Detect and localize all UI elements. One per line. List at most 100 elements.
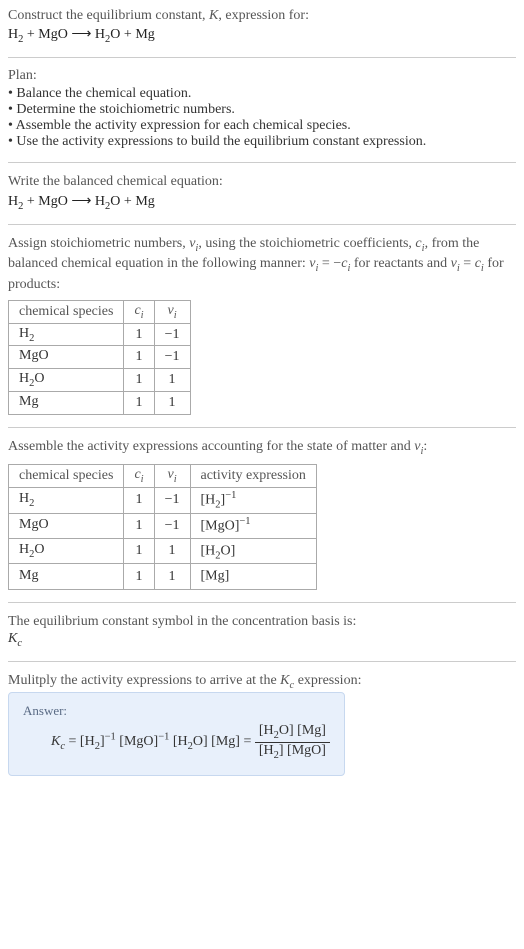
stoich-table: chemical species ci νi H2 1 −1 MgO 1 −1 …	[8, 300, 191, 415]
k-symbol: K	[209, 8, 218, 23]
th-v-i: i	[174, 474, 177, 485]
table-row: MgO 1 −1	[9, 346, 191, 369]
ans-eq2: =	[240, 734, 255, 749]
table-row: Mg 1 1	[9, 392, 191, 415]
a-pre: Assign stoichiometric numbers,	[8, 236, 189, 251]
cell-species: MgO	[9, 346, 124, 369]
th-c-i: i	[141, 474, 144, 485]
answer-label: Answer:	[23, 703, 330, 719]
symbol-section: The equilibrium constant symbol in the c…	[8, 613, 516, 662]
act-sup: −1	[239, 516, 250, 527]
a-mid1: , using the stoichiometric coefficients,	[198, 236, 415, 251]
title-section: Construct the equilibrium constant, K, e…	[8, 8, 516, 58]
m-post: expression:	[294, 673, 361, 688]
sp-a: H	[19, 326, 29, 341]
cell-c: 1	[124, 538, 154, 563]
eq-plus1: +	[23, 27, 38, 42]
act-a: [H	[201, 493, 216, 508]
beq-plus2: +	[120, 194, 135, 209]
kc-k: K	[8, 631, 17, 646]
ans-t2p: −1	[158, 732, 169, 743]
sp-a: MgO	[19, 348, 49, 363]
cell-v: −1	[154, 513, 190, 538]
plan-b1: • Balance the chemical equation.	[8, 86, 516, 102]
cell-c: 1	[124, 564, 154, 589]
beq-h2o-o: O	[110, 194, 120, 209]
cell-activity: [Mg]	[190, 564, 316, 589]
cell-species: H2	[9, 488, 124, 513]
den-a: [H	[259, 743, 274, 758]
assign-section: Assign stoichiometric numbers, νi, using…	[8, 235, 516, 428]
balanced-equation: H2 + MgO ⟶ H2O + Mg	[8, 193, 516, 212]
multiply-section: Mulitply the activity expressions to arr…	[8, 672, 516, 788]
m-k: K	[280, 673, 289, 688]
sp-sub: 2	[29, 332, 34, 343]
symbol-intro: The equilibrium constant symbol in the c…	[8, 613, 516, 631]
eq-h2o-o: O	[110, 27, 120, 42]
cell-c: 1	[124, 513, 154, 538]
table-row: H2 1 −1 [H2]−1	[9, 488, 317, 513]
as-post: :	[423, 439, 427, 454]
cell-v: 1	[154, 564, 190, 589]
cell-c: 1	[124, 346, 154, 369]
sp-a: H	[19, 491, 29, 506]
plan-b4: • Use the activity expressions to build …	[8, 134, 516, 150]
eq-plus2: +	[120, 27, 135, 42]
a-eq1-eq: = −	[318, 256, 341, 271]
cell-species: MgO	[9, 513, 124, 538]
cell-species: H2O	[9, 538, 124, 563]
ans-num: [H2O] [Mg]	[255, 723, 330, 742]
table-row: H2 1 −1	[9, 323, 191, 346]
intro-post: , expression for:	[218, 8, 309, 23]
balanced-section: Write the balanced chemical equation: H2…	[8, 173, 516, 225]
plan-title: Plan:	[8, 68, 516, 84]
cell-v: −1	[154, 488, 190, 513]
ans-t1p: −1	[105, 732, 116, 743]
ans-t4: [Mg]	[208, 734, 240, 749]
intro-pre: Construct the equilibrium constant,	[8, 8, 209, 23]
th-v-i: i	[174, 310, 177, 321]
beq-arrow: ⟶	[68, 194, 95, 209]
answer-box: Answer: Kc = [H2]−1 [MgO]−1 [H2O] [Mg] =…	[8, 692, 345, 776]
ans-t3b: O]	[193, 734, 208, 749]
cell-v: 1	[154, 538, 190, 563]
beq-mg: Mg	[135, 194, 154, 209]
cell-c: 1	[124, 488, 154, 513]
eq-mg: Mg	[135, 27, 154, 42]
table-row: Mg 1 1 [Mg]	[9, 564, 317, 589]
ans-t1a: [H	[80, 734, 95, 749]
act-a: [MgO]	[201, 518, 240, 533]
th-vi: νi	[154, 465, 190, 488]
ans-t3a: [H	[169, 734, 187, 749]
sp-a: H	[19, 371, 29, 386]
plan-b2: • Determine the stoichiometric numbers.	[8, 102, 516, 118]
ans-t2: [MgO]	[116, 734, 158, 749]
eq-mgo: MgO	[38, 27, 68, 42]
ans-fraction: [H2O] [Mg][H2] [MgO]	[255, 723, 330, 761]
m-pre: Mulitply the activity expressions to arr…	[8, 673, 280, 688]
cell-v: −1	[154, 346, 190, 369]
beq-h: H	[8, 194, 18, 209]
sp-b: O	[34, 542, 44, 557]
kc-symbol: Kc	[8, 631, 516, 649]
cell-v: 1	[154, 369, 190, 392]
assign-intro: Assign stoichiometric numbers, νi, using…	[8, 235, 516, 294]
sp-a: Mg	[19, 394, 38, 409]
assemble-section: Assemble the activity expressions accoun…	[8, 438, 516, 603]
ans-k: K	[51, 734, 60, 749]
act-sup: −1	[225, 490, 236, 501]
eq-h: H	[8, 27, 18, 42]
cell-activity: [H2]−1	[190, 488, 316, 513]
a-mid3: for reactants and	[350, 256, 450, 271]
sp-b: O	[34, 371, 44, 386]
kc-c: c	[17, 638, 22, 649]
table-row: H2O 1 1	[9, 369, 191, 392]
cell-activity: [MgO]−1	[190, 513, 316, 538]
cell-c: 1	[124, 323, 154, 346]
activity-table: chemical species ci νi activity expressi…	[8, 464, 317, 590]
as-pre: Assemble the activity expressions accoun…	[8, 439, 414, 454]
cell-species: H2O	[9, 369, 124, 392]
sp-a: H	[19, 542, 29, 557]
assemble-intro: Assemble the activity expressions accoun…	[8, 438, 516, 458]
eq-h2o-h: H	[95, 27, 105, 42]
